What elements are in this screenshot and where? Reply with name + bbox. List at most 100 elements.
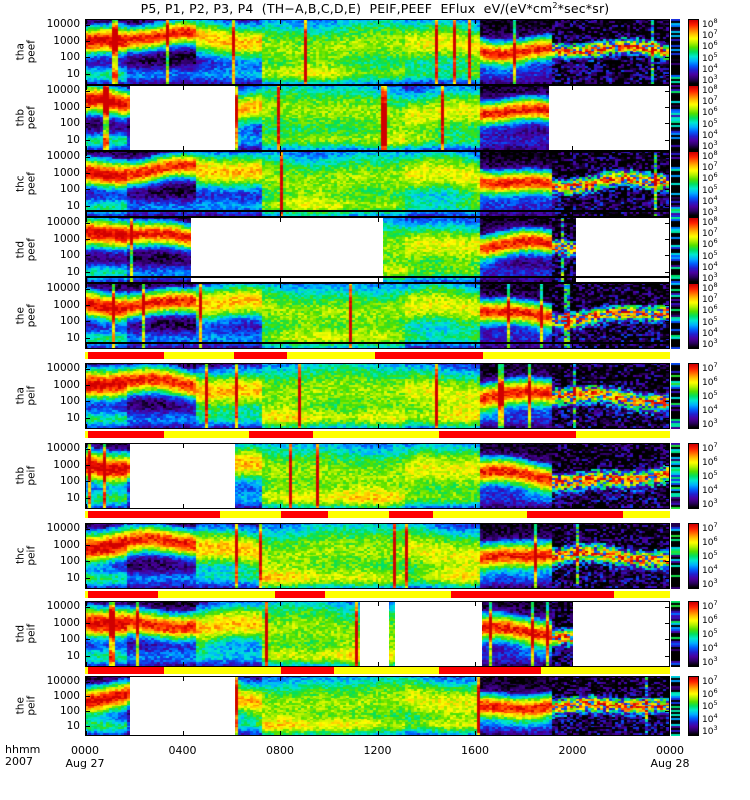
- y-tick-mark: [665, 417, 669, 419]
- figure-title: P5, P1, P2, P3, P4 (TH−A,B,C,D,E) PEIF,P…: [140, 1, 610, 17]
- y-axis-ticks-tha-peef: 10000 1000 100 10: [26, 19, 80, 85]
- y-tick-mark: [86, 41, 90, 43]
- spectrogram-panel-thb-peif: [85, 443, 670, 509]
- x-tick-mark: [183, 212, 185, 216]
- x-tick-mark: [183, 344, 185, 348]
- x-tick-mark: [183, 146, 185, 150]
- colorbar-thc-peif: [688, 523, 699, 589]
- y-tick-label: 10: [66, 266, 80, 279]
- y-tick-mark: [665, 623, 669, 625]
- status-segment: [275, 591, 325, 598]
- x-tick-mark: [183, 677, 185, 681]
- y-axis-ticks-tha-peif: 10000 1000 100 10: [26, 363, 80, 429]
- colorbar-tick-label: 104: [702, 641, 718, 654]
- x-tick-mark: [280, 504, 282, 508]
- panel-product-label: peif: [25, 623, 37, 644]
- colorbar-tick-label: 104: [702, 711, 718, 725]
- x-tick-mark: [280, 278, 282, 282]
- x-tick-mark: [86, 662, 87, 666]
- x-tick-mark: [86, 20, 87, 24]
- x-tick-mark: [377, 524, 379, 528]
- spectrogram-image-thc-peif: [86, 524, 669, 588]
- x-tick-mark: [669, 504, 670, 508]
- colorbar-thb-peef: [688, 85, 699, 151]
- x-tick-label: 0000 Aug 28: [642, 744, 698, 770]
- colorbar-tick-label: 104: [702, 127, 718, 141]
- y-tick-mark: [86, 205, 90, 207]
- colorbar-tick-label: 107: [702, 160, 718, 174]
- spectrogram-panel-thd-peef: [85, 217, 670, 283]
- colorbar-tick-label: 104: [702, 483, 718, 496]
- spectrogram-panel-thc-peef: [85, 151, 670, 217]
- x-tick-mark: [571, 444, 573, 448]
- panel-edge-strip: [671, 283, 680, 349]
- colorbar-tick-label: 104: [702, 193, 718, 207]
- x-tick-time: 1600: [461, 744, 489, 757]
- colorbar-tick-label: 107: [702, 28, 718, 42]
- y-tick-mark: [86, 223, 90, 225]
- y-tick-mark: [86, 173, 90, 175]
- colorbar-tick-label: 103: [702, 497, 718, 510]
- y-tick-label: 10: [66, 572, 80, 585]
- y-tick-mark: [665, 123, 669, 125]
- y-tick-mark: [665, 255, 669, 257]
- x-tick-mark: [669, 344, 670, 348]
- y-tick-mark: [665, 385, 669, 387]
- spectrogram-panel-thd-peif: [85, 601, 670, 667]
- panel-product-label: peef: [25, 172, 37, 196]
- data-gap: [129, 444, 235, 508]
- colorbar-the-peif: [688, 676, 699, 736]
- colorbar-tick-label: 106: [702, 375, 718, 388]
- status-segment: [389, 511, 434, 518]
- y-tick-mark: [665, 725, 669, 727]
- y-tick-mark: [86, 107, 90, 109]
- colorbar-tick-label: 106: [702, 237, 718, 251]
- panel-name-the-peef: the peef: [14, 286, 37, 346]
- colorbar-thb-peif: [688, 443, 699, 509]
- y-tick-mark: [86, 623, 90, 625]
- x-tick-mark: [377, 212, 379, 216]
- x-tick-mark: [377, 677, 379, 681]
- y-tick-label: 10: [66, 650, 80, 663]
- colorbar-tick-label: 104: [702, 403, 718, 416]
- colorbar-tick-label: 103: [702, 655, 718, 668]
- colorbar-tick-label: 105: [702, 699, 718, 712]
- colorbar-tick-label: 106: [702, 303, 718, 317]
- panel-edge-strip: [671, 19, 680, 85]
- y-tick-mark: [665, 369, 669, 371]
- panel-product-label: peif: [25, 465, 37, 486]
- y-axis-ticks-thb-peif: 10000 1000 100 10: [26, 443, 80, 509]
- x-tick-mark: [474, 444, 476, 448]
- y-tick-label: 10000: [46, 522, 80, 535]
- colorbar-tick-label: 103: [702, 271, 718, 284]
- x-tick-mark: [377, 218, 379, 222]
- x-tick-mark: [377, 152, 379, 156]
- y-axis-ticks-thc-peef: 10000 1000 100 10: [26, 151, 80, 217]
- panel-product-label: peef: [25, 304, 37, 328]
- status-segment: [374, 352, 483, 359]
- y-tick-label: 1000: [53, 616, 80, 629]
- y-tick-mark: [665, 337, 669, 339]
- y-tick-label: 10000: [46, 84, 80, 97]
- x-tick-mark: [183, 662, 185, 666]
- y-tick-mark: [86, 255, 90, 257]
- panel-edge-strip: [671, 601, 680, 667]
- y-tick-label: 100: [59, 315, 80, 328]
- status-segment: [87, 591, 159, 598]
- x-tick-mark: [669, 524, 670, 528]
- x-tick-mark: [86, 504, 87, 508]
- x-tick-mark: [86, 86, 87, 90]
- colorbar-tick-label: 107: [702, 94, 718, 108]
- panel-name-the-peif: the peif: [14, 676, 37, 736]
- x-tick-mark: [474, 284, 476, 288]
- y-tick-mark: [665, 681, 669, 683]
- y-tick-label: 1000: [53, 458, 80, 471]
- colorbar-tick-label: 107: [702, 226, 718, 240]
- x-tick-mark: [280, 584, 282, 588]
- x-tick-mark: [280, 677, 282, 681]
- x-tick-mark: [669, 424, 670, 428]
- x-tick-mark: [474, 146, 476, 150]
- colorbar-tha-peif: [688, 363, 699, 429]
- y-tick-mark: [86, 529, 90, 531]
- x-tick-mark: [474, 584, 476, 588]
